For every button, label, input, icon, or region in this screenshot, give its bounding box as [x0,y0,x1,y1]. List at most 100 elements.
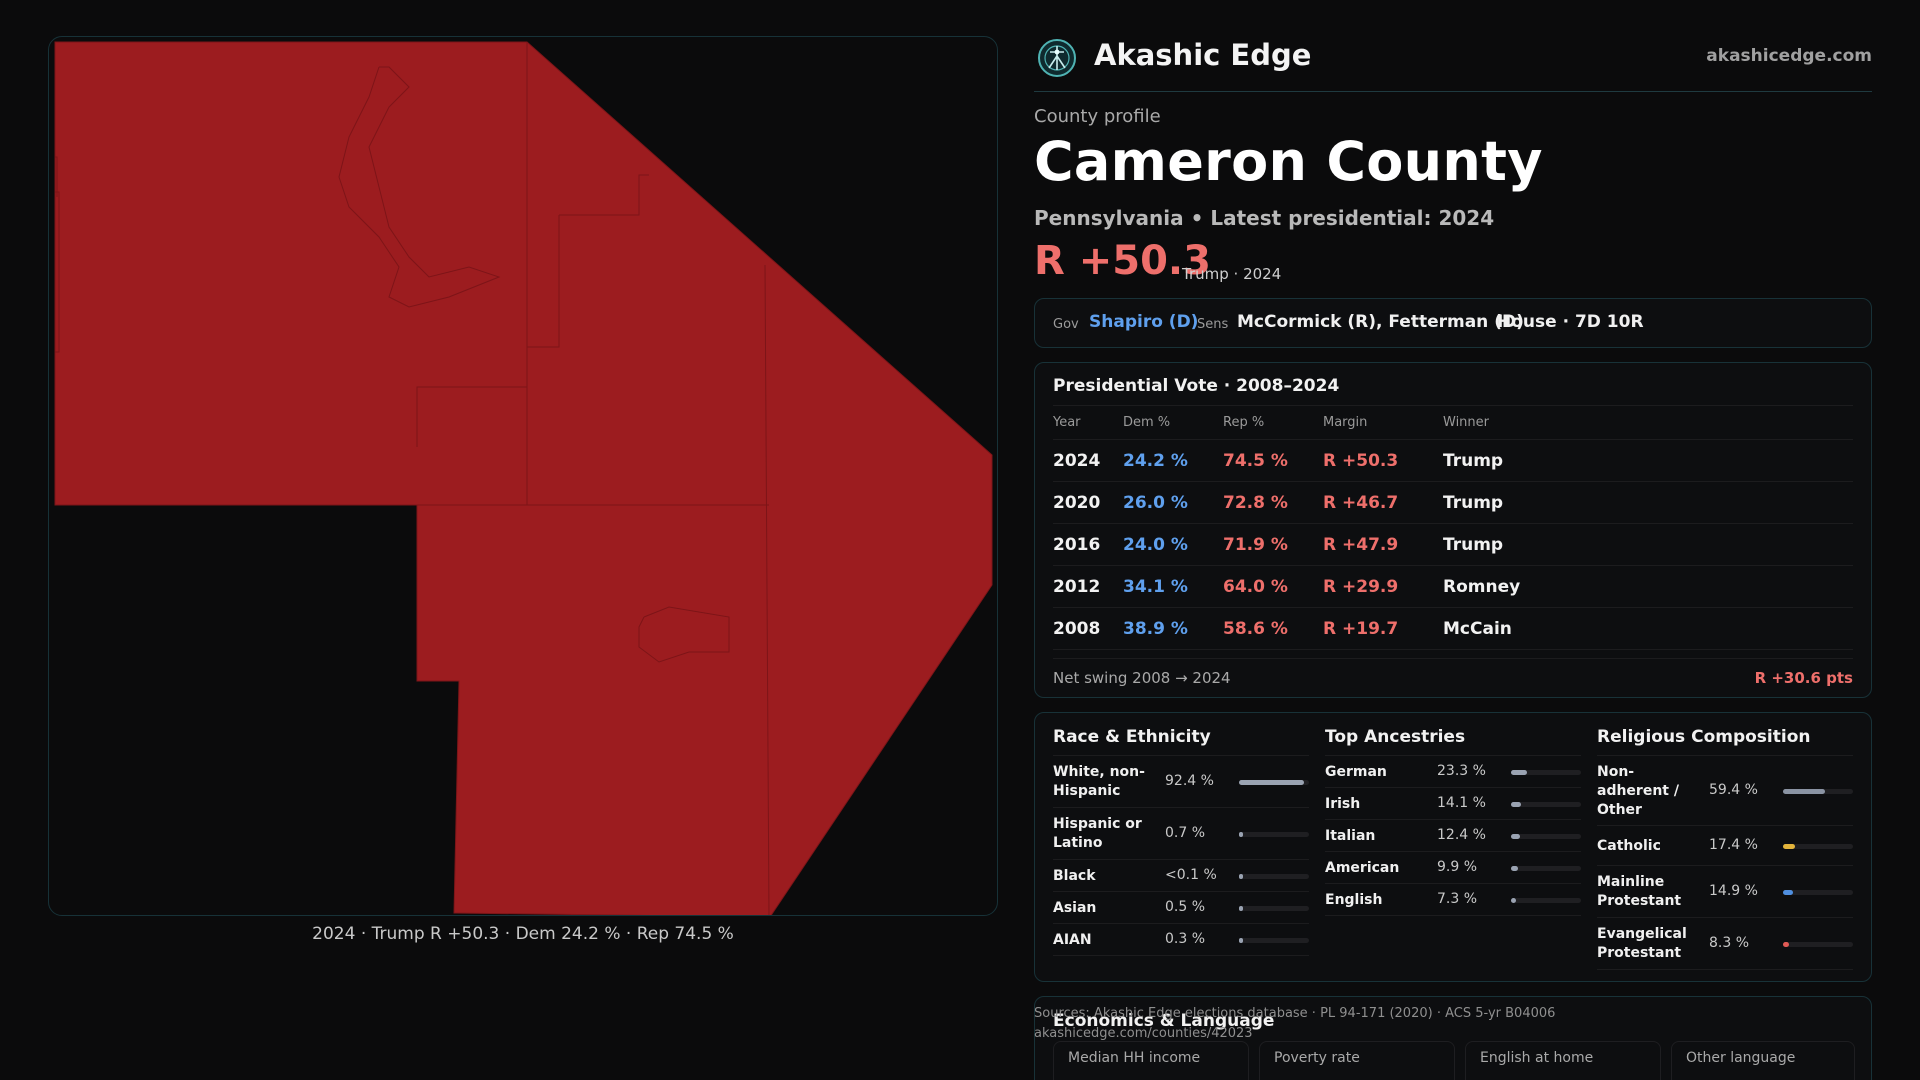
race-bar-track [1239,874,1309,879]
cell-rep: 58.6 % [1223,607,1323,650]
county-shape[interactable] [54,41,993,916]
cell-year: 2016 [1053,523,1123,566]
religion-bar-track [1783,890,1853,895]
cell-dem: 38.9 % [1123,607,1223,650]
religion-bar-fill [1783,890,1794,895]
latest-margin: R +50.3 [1034,238,1211,284]
stat-label: Poverty rate [1274,1050,1360,1066]
religion-bar-track [1783,844,1853,849]
table-row[interactable]: 2016 24.0 % 71.9 % R +47.9 Trump [1053,523,1853,566]
stat-english-home: English at home [1465,1041,1661,1080]
race-bar-track [1239,906,1309,911]
brand-name[interactable]: Akashic Edge [1094,38,1312,72]
ancestry-bar-fill [1511,770,1528,775]
table-row[interactable]: 2020 26.0 % 72.8 % R +46.7 Trump [1053,481,1853,524]
demographics-card: Race & Ethnicity White, non-Hispanic 92.4… [1034,712,1872,982]
cell-rep: 72.8 % [1223,481,1323,524]
sources-link[interactable]: akashicedge.com/counties/42023 [1034,1026,1253,1041]
ancestry-label: English [1325,891,1383,908]
page-title: Cameron County [1034,130,1543,193]
race-value: 0.3 % [1165,931,1206,947]
religion-bar-fill [1783,942,1789,947]
cell-rep: 71.9 % [1223,523,1323,566]
profile-eyebrow: County profile [1034,106,1161,127]
religion-label: Mainline Protestant [1597,874,1682,909]
race-bar-track [1239,938,1309,943]
brand-url-link[interactable]: akashicedge.com [1706,46,1872,66]
col-rep: Rep % [1223,405,1323,440]
cell-winner: Trump [1443,439,1853,482]
ancestry-label: Italian [1325,827,1376,844]
officials-bar: Gov Shapiro (D) Sens McCormick (R), Fett… [1034,298,1872,348]
house-delegation: House · 7D 10R [1497,312,1644,332]
table-row[interactable]: 2024 24.2 % 74.5 % R +50.3 Trump [1053,439,1853,482]
race-value: 0.5 % [1165,899,1206,915]
stat-median-income: Median HH income [1053,1041,1249,1080]
table-row[interactable]: 2008 38.9 % 58.6 % R +19.7 McCain [1053,607,1853,650]
race-row: Hispanic or Latino 0.7 % [1053,808,1309,860]
senators-value: McCormick (R), Fetterman (D) [1237,312,1524,332]
ancestry-value: 9.9 % [1437,859,1478,875]
ancestry-list: German 23.3 % Irish 14.1 % Italian 12.4 % Amer… [1325,755,1581,916]
ancestry-bar-fill [1511,834,1520,839]
race-list: White, non-Hispanic 92.4 % Hispanic or Lat… [1053,755,1309,956]
race-value: 92.4 % [1165,773,1214,789]
religion-label: Catholic [1597,837,1661,854]
race-value: <0.1 % [1165,867,1217,883]
race-bar-track [1239,780,1309,785]
ancestry-value: 7.3 % [1437,891,1478,907]
sens-label: Sens [1197,317,1229,332]
ancestry-bar-track [1511,898,1581,903]
ancestry-label: Irish [1325,795,1361,812]
religion-value: 17.4 % [1709,837,1758,853]
sources-line: Sources: Akashic Edge elections database… [1034,1006,1556,1021]
race-bar-fill [1239,874,1244,879]
sources-note: Sources: Akashic Edge elections database… [1034,1004,1555,1044]
ancestry-bar-fill [1511,898,1517,903]
stat-poverty-rate: Poverty rate [1259,1041,1455,1080]
ancestry-bar-track [1511,866,1581,871]
cell-margin: R +47.9 [1323,523,1443,566]
race-label: Hispanic or Latino [1053,816,1142,851]
latest-margin-note: Trump · 2024 [1182,265,1282,283]
table-row[interactable]: 2012 34.1 % 64.0 % R +29.9 Romney [1053,565,1853,608]
religion-row: Mainline Protestant 14.9 % [1597,866,1853,918]
ancestry-title: Top Ancestries [1325,727,1466,747]
ancestry-row: English 7.3 % [1325,884,1581,916]
religion-bar-track [1783,942,1853,947]
county-map[interactable] [48,36,998,916]
cell-dem: 34.1 % [1123,565,1223,608]
akashic-logo-icon[interactable] [1037,38,1077,78]
religion-bar-fill [1783,844,1796,849]
governor-link[interactable]: Shapiro (D) [1089,312,1199,332]
col-margin: Margin [1323,405,1443,440]
cell-rep: 74.5 % [1223,439,1323,482]
race-label: AIAN [1053,931,1092,948]
cell-margin: R +19.7 [1323,607,1443,650]
presidential-title: Presidential Vote · 2008–2024 [1053,376,1340,396]
race-row: White, non-Hispanic 92.4 % [1053,756,1309,808]
ancestry-label: German [1325,763,1387,780]
ancestry-row: American 9.9 % [1325,852,1581,884]
col-dem: Dem % [1123,405,1223,440]
race-row: Asian 0.5 % [1053,892,1309,924]
cell-rep: 64.0 % [1223,565,1323,608]
religion-title: Religious Composition [1597,727,1811,747]
ancestry-value: 12.4 % [1437,827,1486,843]
ancestry-label: American [1325,859,1400,876]
cell-year: 2024 [1053,439,1123,482]
cell-winner: Trump [1443,523,1853,566]
ancestry-bar-fill [1511,802,1521,807]
cell-year: 2012 [1053,565,1123,608]
religion-bar-track [1783,789,1853,794]
cell-winner: McCain [1443,607,1853,650]
race-row: AIAN 0.3 % [1053,924,1309,956]
ancestry-bar-track [1511,770,1581,775]
religion-bar-fill [1783,789,1825,794]
county-map-svg [54,41,993,916]
race-bar-fill [1239,832,1244,837]
economics-title: Economics & Language [1053,1011,1275,1031]
cell-margin: R +50.3 [1323,439,1443,482]
ancestry-bar-track [1511,834,1581,839]
race-label: Black [1053,867,1096,884]
